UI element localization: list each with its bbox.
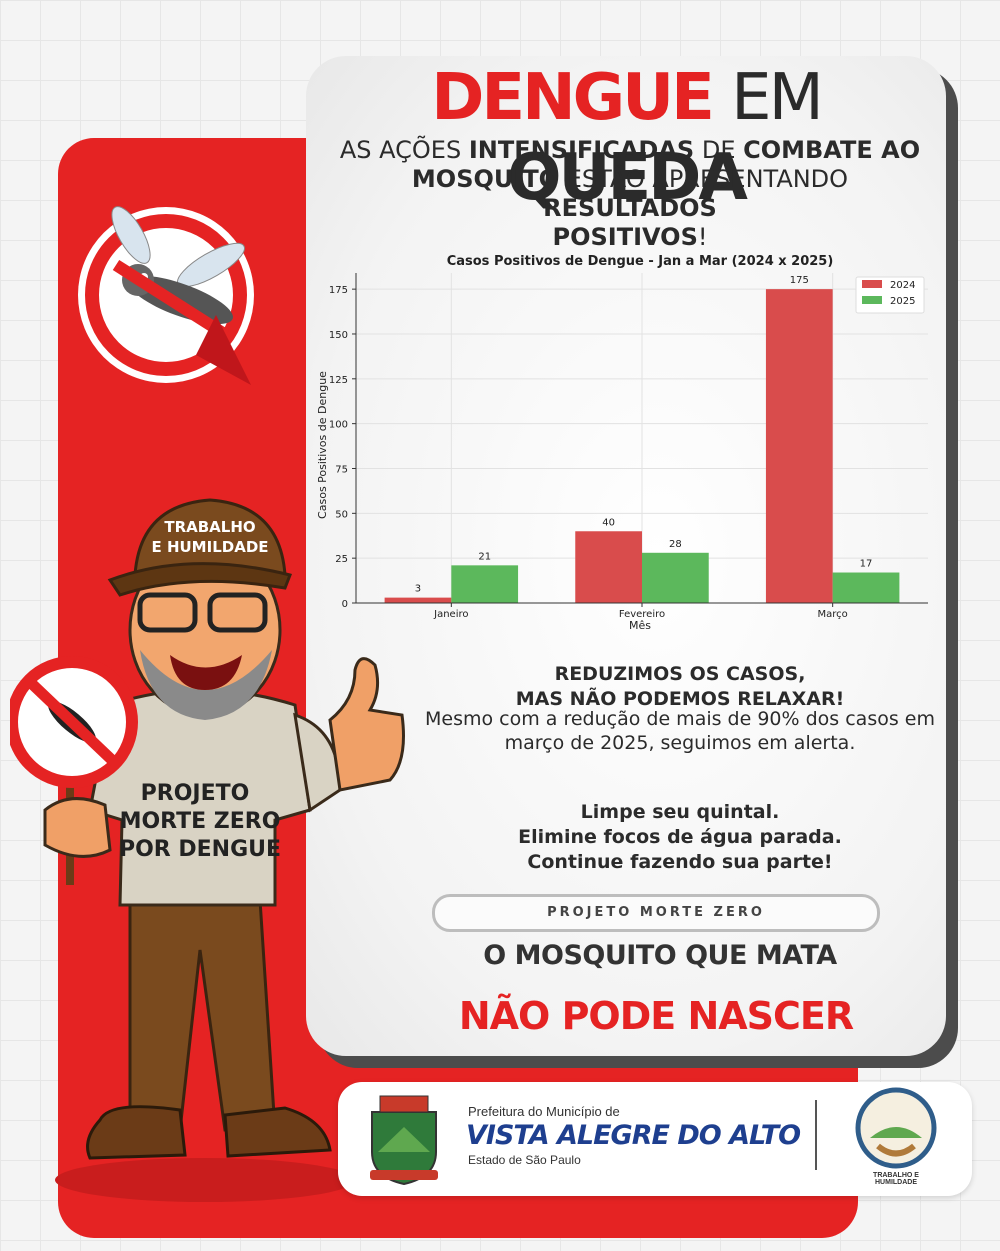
warning-line-2: MAS NÃO PODEMOS RELAXAR!: [515, 688, 845, 710]
action-list: Limpe seu quintal. Elimine focos de água…: [420, 800, 940, 875]
y-tick-label: 50: [335, 509, 348, 520]
legend-swatch: [862, 280, 882, 288]
data-label: 3: [415, 584, 421, 595]
y-tick-label: 150: [329, 330, 348, 341]
cap-text-1: TRABALHO: [164, 518, 255, 536]
prefeitura-label: Prefeitura do Município de: [468, 1104, 620, 1119]
bar-2024-Fevereiro: [575, 531, 642, 603]
y-tick-label: 0: [342, 599, 348, 610]
y-tick-label: 125: [329, 375, 348, 386]
headline-dengue: DENGUE: [431, 61, 715, 135]
bar-chart: Casos Positivos de Dengue - Jan a Mar (2…: [316, 254, 928, 632]
subhead-bold: COMBATE AO: [743, 136, 921, 164]
y-tick-label: 100: [329, 420, 348, 431]
footer-divider: [815, 1100, 817, 1170]
legend-label: 2024: [890, 280, 915, 291]
state-label: Estado de São Paulo: [468, 1153, 581, 1167]
action-item: Elimine focos de água parada.: [518, 826, 842, 848]
no-mosquito-sign-icon: [78, 206, 254, 385]
city-crest-icon: [370, 1095, 438, 1186]
headline-queda: QUEDA: [507, 141, 748, 215]
seal-caption: TRABALHO E HUMILDADE: [873, 1172, 919, 1186]
subhead-text: ESTÃO APRESENTANDO: [559, 165, 849, 193]
cap-text-2: E HUMILDADE: [151, 538, 268, 556]
data-label: 21: [478, 551, 491, 562]
y-tick-label: 175: [329, 285, 348, 296]
subhead-bold: RESULTADOS: [543, 194, 717, 222]
subhead-text: AS AÇÕES: [339, 136, 469, 164]
shirt-text-3: POR DENGUE: [119, 837, 281, 862]
subhead: AS AÇÕES INTENSIFICADAS DE COMBATE AO MO…: [330, 136, 930, 252]
x-tick-label: Janeiro: [433, 609, 468, 620]
data-label: 40: [602, 517, 615, 528]
headline-em: EM: [731, 61, 824, 135]
data-label: 28: [669, 539, 682, 550]
y-tick-label: 75: [335, 464, 348, 475]
y-tick-label: 25: [335, 554, 348, 565]
data-label: 175: [790, 275, 809, 286]
y-axis: 0 25 50 75 100 125 150 175: [329, 273, 357, 610]
x-axis-label: Mês: [629, 619, 651, 632]
x-axis: Janeiro Fevereiro Março: [356, 602, 928, 620]
y-axis-label: Casos Positivos de Dengue: [316, 371, 329, 519]
x-tick-label: Fevereiro: [619, 609, 665, 620]
municipal-seal-icon: [855, 1087, 937, 1169]
warning-heading: REDUZIMOS OS CASOS, MAS NÃO PODEMOS RELA…: [420, 662, 940, 712]
x-tick-label: Março: [818, 609, 848, 620]
legend-swatch: [862, 296, 882, 304]
subhead-text: !: [697, 223, 708, 251]
city-name: VISTA ALEGRE DO ALTO: [466, 1120, 801, 1151]
chart-legend: 2024 2025: [855, 276, 925, 314]
subhead-bold: INTENSIFICADAS: [468, 136, 695, 164]
subhead-bold: POSITIVOS: [552, 223, 698, 251]
action-item: Limpe seu quintal.: [580, 801, 780, 823]
headline: DENGUE EM QUEDA: [306, 58, 946, 218]
project-badge: PROJETO MORTE ZERO: [432, 894, 880, 932]
bar-2025-Março: [832, 572, 900, 603]
bar-2024-Março: [765, 289, 833, 603]
chart-bars: 3 21 40 28 175 17: [384, 275, 900, 603]
bar-2024-Janeiro: [384, 597, 452, 603]
subhead-text: DE: [694, 136, 744, 164]
chart-title: Casos Positivos de Dengue - Jan a Mar (2…: [447, 254, 834, 269]
tagline-1: O MOSQUITO QUE MATA: [483, 940, 837, 971]
warning-line-1: REDUZIMOS OS CASOS,: [554, 663, 806, 685]
bar-2025-Janeiro: [451, 565, 519, 603]
shirt-text-2: MORTE ZERO: [120, 809, 281, 834]
data-label: 17: [860, 559, 873, 570]
subhead-bold: MOSQUITO: [411, 165, 560, 193]
mascot-illustration: PROJETO MORTE ZERO POR DENGUE TRABALHO E…: [10, 498, 405, 1202]
shirt-text-1: PROJETO: [141, 781, 250, 806]
bar-2025-Fevereiro: [642, 552, 709, 603]
warning-body: Mesmo com a redução de mais de 90% dos c…: [425, 708, 935, 754]
action-item: Continue fazendo sua parte!: [527, 851, 833, 873]
legend-label: 2025: [890, 296, 915, 307]
tagline-2: NÃO PODE NASCER: [458, 994, 854, 1038]
